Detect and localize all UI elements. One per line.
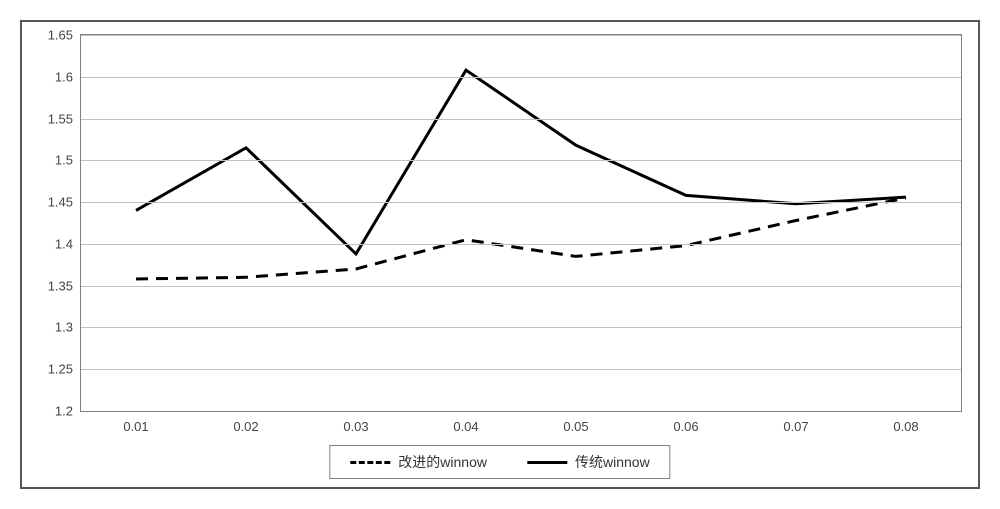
legend-label: 改进的winnow — [398, 452, 487, 472]
x-tick-label: 0.02 — [233, 411, 258, 434]
y-tick-label: 1.4 — [55, 236, 81, 251]
legend-item: 传统winnow — [527, 452, 650, 472]
x-tick-label: 0.05 — [563, 411, 588, 434]
y-tick-label: 1.6 — [55, 69, 81, 84]
gridline — [81, 119, 961, 120]
plot-area: 1.21.251.31.351.41.451.51.551.61.650.010… — [80, 34, 962, 412]
x-tick-label: 0.07 — [783, 411, 808, 434]
y-tick-label: 1.55 — [48, 111, 81, 126]
legend-label: 传统winnow — [575, 452, 650, 472]
gridline — [81, 369, 961, 370]
x-tick-label: 0.08 — [893, 411, 918, 434]
series-line-1 — [136, 70, 906, 254]
legend-swatch — [527, 461, 567, 464]
gridline — [81, 35, 961, 36]
legend: 改进的winnow 传统winnow — [329, 445, 670, 479]
legend-swatch — [350, 461, 390, 464]
chart-container: 1.2 1.25 1.3 1.35 1.4 1.45 1.5 1.55 1.6 1.65 0.01 0… — [0, 0, 1000, 509]
y-tick-label: 1.25 — [48, 362, 81, 377]
y-tick-label: 1.45 — [48, 195, 81, 210]
gridline — [81, 244, 961, 245]
gridline — [81, 160, 961, 161]
y-tick-label: 1.65 — [48, 28, 81, 43]
y-tick-label: 1.35 — [48, 278, 81, 293]
y-tick-label: 1.2 — [55, 404, 81, 419]
gridline — [81, 77, 961, 78]
series-line-0 — [136, 198, 906, 279]
x-tick-label: 0.01 — [123, 411, 148, 434]
x-tick-label: 0.04 — [453, 411, 478, 434]
gridline — [81, 286, 961, 287]
gridline — [81, 327, 961, 328]
chart-lines-svg — [81, 35, 961, 411]
y-tick-label: 1.5 — [55, 153, 81, 168]
legend-item: 改进的winnow — [350, 452, 487, 472]
gridline — [81, 202, 961, 203]
y-tick-label: 1.3 — [55, 320, 81, 335]
x-tick-label: 0.03 — [343, 411, 368, 434]
x-tick-label: 0.06 — [673, 411, 698, 434]
